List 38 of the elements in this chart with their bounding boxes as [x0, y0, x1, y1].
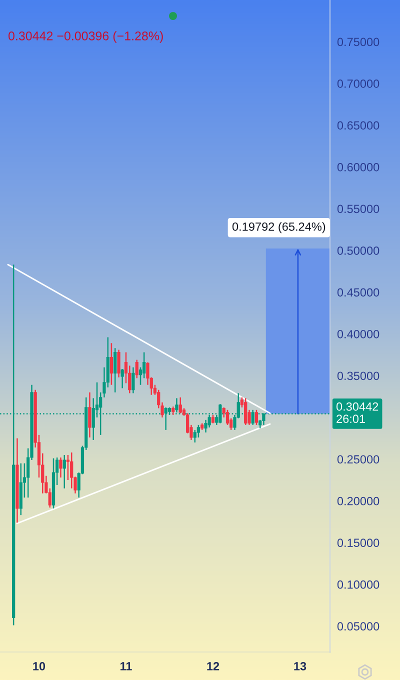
x-tick-label: 10	[33, 662, 46, 670]
candlestick	[62, 454, 66, 489]
y-tick-label: 0.45000	[337, 288, 380, 297]
candlestick	[178, 396, 182, 414]
y-tick-label: 0.20000	[337, 496, 380, 506]
candlestick	[193, 429, 196, 444]
candlestick	[226, 409, 230, 426]
y-tick-label: 0.15000	[337, 538, 380, 548]
candlestick	[110, 342, 114, 386]
candlestick	[244, 398, 248, 426]
band-label: 0.19792 (65.24%)	[232, 222, 326, 234]
ref-line-label: 0.30442 26:01	[336, 402, 378, 424]
y-tick-label: 0.65000	[337, 121, 380, 130]
x-tick-label: 13	[294, 662, 306, 670]
x-tick-label: 11	[120, 662, 132, 670]
candlestick	[59, 456, 62, 478]
y-tick-label: 0.40000	[337, 330, 380, 338]
y-tick-label: 0.10000	[337, 580, 380, 589]
y-tick-label: 0.60000	[337, 163, 380, 172]
text: 0.30442 −0.00396 (−1.28%)	[8, 31, 163, 43]
candlestick	[88, 392, 92, 438]
candlestick	[251, 409, 254, 426]
y-tick-label: 0.05000	[337, 622, 380, 631]
candlestick	[135, 359, 138, 379]
candlestick	[132, 366, 135, 394]
candlestick	[117, 349, 120, 378]
candlestick	[254, 409, 258, 426]
y-tick-label: 0.55000	[337, 204, 380, 214]
y-tick-label: 0.25000	[337, 455, 380, 464]
candlestick	[120, 368, 124, 389]
candlestick	[204, 419, 208, 434]
candlestick	[196, 424, 200, 438]
x-tick-label: 12	[207, 662, 220, 670]
y-tick-label: 0.35000	[337, 372, 380, 380]
y-tick-label: 0.50000	[337, 246, 380, 255]
candlestick	[114, 348, 117, 393]
y-tick-label: 0.75000	[337, 38, 380, 46]
y-tick-label: 0.70000	[337, 80, 380, 88]
